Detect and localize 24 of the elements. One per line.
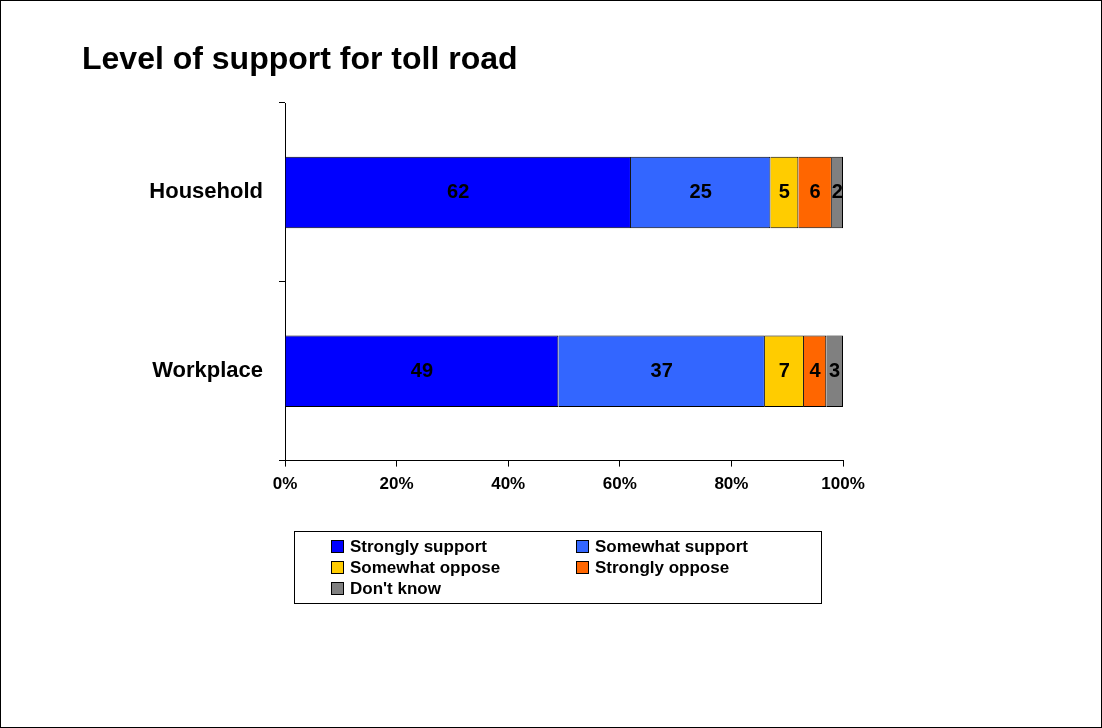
x-tick-label: 40%	[491, 474, 526, 494]
data-label: 2	[831, 179, 843, 202]
data-label: 37	[650, 358, 673, 381]
legend-label: Somewhat oppose	[350, 557, 501, 578]
legend-label: Don't know	[350, 578, 441, 599]
chart-title: Level of support for toll road	[82, 40, 518, 77]
y-tick-label: Workplace	[152, 357, 263, 383]
data-label: 7	[778, 358, 790, 381]
data-label: 62	[447, 179, 470, 202]
x-tick-label: 60%	[602, 474, 637, 494]
y-tick-label: Household	[149, 178, 263, 204]
x-tick-label: 20%	[379, 474, 414, 494]
data-label: 49	[410, 358, 434, 381]
x-tick-label: 80%	[714, 474, 749, 494]
x-tick-label: 100%	[821, 474, 865, 494]
data-label: 3	[829, 358, 841, 381]
data-label: 5	[778, 179, 790, 202]
legend-label: Strongly support	[350, 536, 487, 557]
legend-label: Strongly oppose	[595, 557, 730, 578]
data-label: 25	[689, 179, 712, 202]
data-label: 4	[809, 358, 822, 381]
x-tick-label: 0%	[272, 474, 298, 494]
legend-label: Somewhat support	[595, 536, 749, 557]
data-label: 6	[809, 179, 821, 202]
